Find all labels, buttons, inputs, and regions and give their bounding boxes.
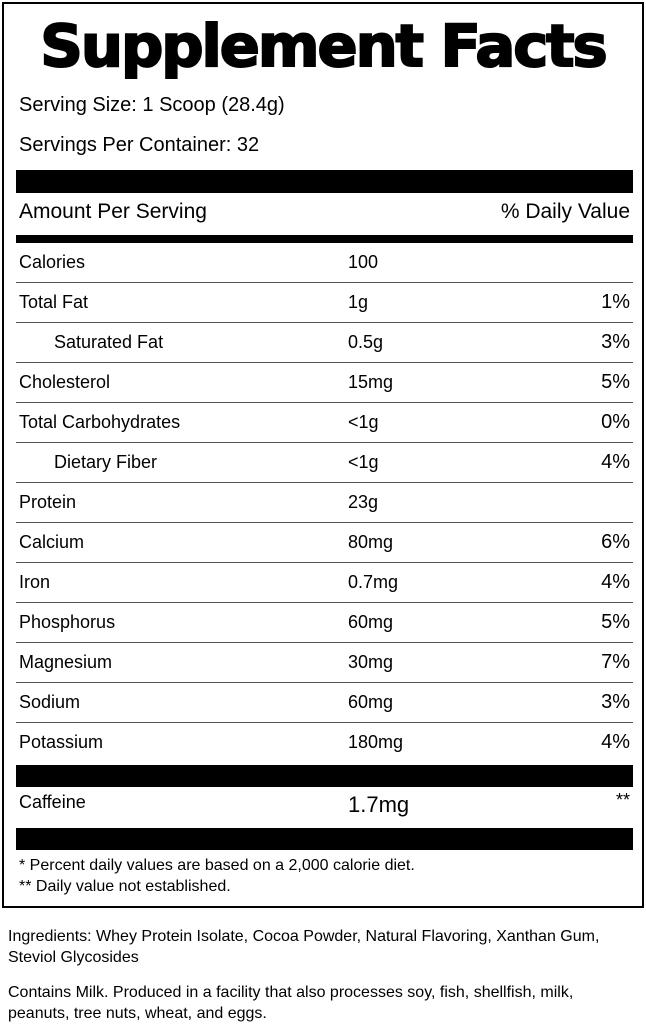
nutrient-amount: 15mg — [348, 372, 394, 392]
nutrient-name: Sodium — [19, 692, 81, 712]
nutrient-row: Potassium 180mg 4% — [16, 723, 633, 762]
divider-bar — [16, 170, 633, 193]
nutrient-dv: 5% — [601, 371, 630, 393]
nutrient-amount: <1g — [348, 412, 379, 432]
nutrient-dv: 4% — [601, 571, 630, 593]
nutrient-row: Phosphorus 60mg 5% — [16, 603, 633, 643]
nutrient-row: Iron 0.7mg 4% — [16, 563, 633, 603]
footnote: * Percent daily values are based on a 2,… — [19, 857, 415, 874]
nutrient-dv: 4% — [601, 451, 630, 473]
nutrient-dv: 3% — [601, 331, 630, 353]
nutrient-row: Magnesium 30mg 7% — [16, 643, 633, 683]
nutrient-row: Total Fat 1g 1% — [16, 283, 633, 323]
nutrient-name: Calcium — [19, 532, 85, 552]
nutrient-name: Total Carbohydrates — [19, 412, 181, 432]
nutrient-name: Potassium — [19, 732, 104, 752]
nutrient-name: Caffeine — [19, 792, 86, 812]
caffeine-row: Caffeine 1.7mg ** — [16, 787, 633, 828]
servings-per-container: Servings Per Container: 32 — [19, 134, 260, 156]
allergen-statement: Contains Milk. Produced in a facility th… — [8, 984, 574, 1022]
nutrient-row: Cholesterol 15mg 5% — [16, 363, 633, 403]
nutrient-amount: 100 — [348, 252, 379, 272]
nutrient-name: Iron — [19, 572, 51, 592]
nutrient-dv: 3% — [601, 691, 630, 713]
nutrient-amount: 1.7mg — [348, 792, 410, 817]
nutrient-row: Total Carbohydrates <1g 0% — [16, 403, 633, 443]
nutrient-row: Dietary Fiber <1g 4% — [16, 443, 633, 483]
nutrient-dv: 1% — [601, 291, 630, 313]
nutrient-name: Total Fat — [19, 292, 89, 312]
nutrient-name: Dietary Fiber — [54, 452, 158, 472]
nutrient-table: Calories 100 Total Fat 1g 1% Saturated Fa… — [16, 243, 633, 762]
nutrient-row: Saturated Fat 0.5g 3% — [16, 323, 633, 363]
ingredients: Ingredients: Whey Protein Isolate, Cocoa… — [8, 928, 600, 966]
nutrient-name: Calories — [19, 252, 86, 272]
nutrient-amount: 23g — [348, 492, 379, 512]
nutrient-amount: <1g — [348, 452, 379, 472]
nutrient-dv: 7% — [601, 651, 630, 673]
serving-size: Serving Size: 1 Scoop (28.4g) — [19, 94, 285, 116]
nutrient-name: Magnesium — [19, 652, 113, 672]
nutrient-amount: 80mg — [348, 532, 394, 552]
nutrient-dv: ** — [615, 790, 630, 810]
nutrient-amount: 60mg — [348, 612, 394, 632]
nutrient-dv: 6% — [601, 531, 630, 553]
nutrient-row: Protein 23g — [16, 483, 633, 523]
nutrient-dv: 5% — [601, 611, 630, 633]
nutrient-amount: 30mg — [348, 652, 394, 672]
nutrient-name: Phosphorus — [19, 612, 116, 632]
nutrient-row: Calories 100 — [16, 243, 633, 283]
nutrient-amount: 0.7mg — [348, 572, 399, 592]
nutrient-amount: 1g — [348, 292, 369, 312]
nutrient-name: Cholesterol — [19, 372, 111, 392]
amount-per-serving-label: Amount Per Serving — [19, 200, 207, 223]
supplement-facts-panel — [2, 2, 644, 908]
daily-value-label: % Daily Value — [500, 200, 630, 223]
nutrient-amount: 60mg — [348, 692, 394, 712]
nutrient-name: Saturated Fat — [54, 332, 164, 352]
column-header: Amount Per Serving % Daily Value — [19, 200, 630, 224]
footnote: ** Daily value not established. — [19, 878, 231, 895]
nutrient-amount: 0.5g — [348, 332, 384, 352]
divider-bar — [16, 235, 633, 243]
nutrient-amount: 180mg — [348, 732, 404, 752]
nutrient-name: Protein — [19, 492, 77, 512]
panel-title: Supplement Facts — [39, 11, 608, 81]
divider-bar — [16, 828, 633, 850]
nutrient-dv: 4% — [601, 731, 630, 753]
nutrient-row: Calcium 80mg 6% — [16, 523, 633, 563]
nutrient-dv: 0% — [601, 411, 630, 433]
nutrient-row: Sodium 60mg 3% — [16, 683, 633, 723]
divider-bar — [16, 765, 633, 787]
